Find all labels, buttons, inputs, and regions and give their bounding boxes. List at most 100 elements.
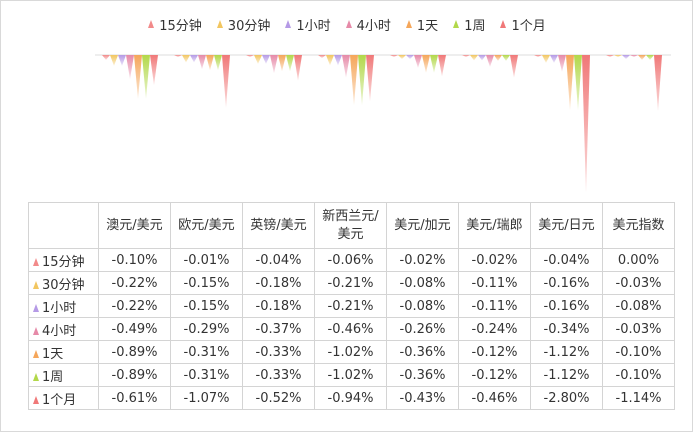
table-cell: -0.12% — [458, 340, 531, 364]
bar-spike[interactable] — [222, 55, 230, 108]
bar-spike[interactable] — [214, 55, 222, 71]
bar-spike[interactable] — [358, 55, 366, 106]
bar-spike[interactable] — [126, 55, 134, 80]
row-label-text: 1周 — [42, 369, 64, 385]
bar-spike[interactable] — [246, 55, 254, 57]
bar-spike[interactable] — [406, 55, 414, 59]
row-label-text: 15分钟 — [42, 254, 85, 270]
bar-spike[interactable] — [622, 55, 630, 59]
table-cell: -0.21% — [314, 271, 387, 295]
bar-spike[interactable] — [398, 55, 406, 59]
legend-label: 1小时 — [296, 18, 331, 34]
bar-spike[interactable] — [478, 55, 486, 61]
bar-spike[interactable] — [206, 55, 214, 71]
legend-item[interactable]: 4小时 — [345, 15, 391, 34]
bar-spike[interactable] — [438, 55, 446, 77]
bar-spike[interactable] — [350, 55, 358, 106]
legend-marker-icon — [285, 20, 292, 28]
bar-spike[interactable] — [134, 55, 142, 99]
bar-spike[interactable] — [262, 55, 270, 64]
bar-spike[interactable] — [342, 55, 350, 78]
bar-spike[interactable] — [318, 55, 326, 58]
table-cell: -0.31% — [170, 363, 243, 387]
bar-spike[interactable] — [574, 55, 582, 111]
column-header: 美元/日元 — [530, 202, 603, 249]
table-cell: -0.43% — [386, 386, 459, 410]
bar-spike[interactable] — [566, 55, 574, 111]
bar-spike[interactable] — [502, 55, 510, 61]
bar-spike[interactable] — [494, 55, 502, 61]
column-header: 美元指数 — [602, 202, 675, 249]
bar-spike[interactable] — [270, 55, 278, 74]
row-label-text: 1个月 — [42, 392, 77, 408]
bar-spike[interactable] — [486, 55, 494, 67]
bar-spike[interactable] — [606, 55, 614, 57]
table-cell: -0.01% — [170, 248, 243, 272]
legend-label: 1个月 — [511, 18, 546, 34]
bar-spike[interactable] — [118, 55, 126, 66]
bar-spike[interactable] — [110, 55, 118, 66]
bar-spike[interactable] — [542, 55, 550, 63]
legend-item[interactable]: 30分钟 — [216, 15, 270, 34]
bar-spike[interactable] — [278, 55, 286, 72]
table-cell: -1.12% — [530, 363, 603, 387]
table-cell: -0.15% — [170, 271, 243, 295]
bar-spike[interactable] — [390, 55, 398, 57]
bar-spike[interactable] — [174, 55, 182, 57]
table-cell: -0.52% — [242, 386, 315, 410]
table-cell: -0.21% — [314, 294, 387, 318]
legend-marker-icon — [216, 20, 223, 28]
bar-spike[interactable] — [558, 55, 566, 72]
bar-spike[interactable] — [414, 55, 422, 68]
bar-spike[interactable] — [142, 55, 150, 99]
table-cell: -0.36% — [386, 363, 459, 387]
table-row: 1天 -0.89% -0.31% -0.33% -1.02% -0.36% -0.12% -1… — [28, 340, 675, 364]
column-header: 新西兰元/美元 — [314, 202, 387, 249]
bar-spike[interactable] — [430, 55, 438, 73]
legend-item[interactable]: 15分钟 — [147, 15, 202, 34]
table-cell: -0.16% — [530, 294, 603, 318]
legend-item[interactable]: 1周 — [452, 15, 485, 34]
bar-spike[interactable] — [582, 55, 590, 193]
table-cell: -0.03% — [602, 317, 675, 341]
table-row: 1小时 -0.22% -0.15% -0.18% -0.21% -0.08% -0.11% -… — [28, 294, 675, 318]
legend-item[interactable]: 1天 — [405, 15, 438, 34]
bar-spike[interactable] — [550, 55, 558, 63]
bar-spike[interactable] — [182, 55, 190, 63]
table-cell: -1.02% — [314, 363, 387, 387]
bar-spike[interactable] — [614, 55, 622, 57]
row-label-text: 1天 — [42, 346, 64, 362]
bar-spike[interactable] — [630, 55, 638, 57]
bar-spike[interactable] — [286, 55, 294, 72]
legend: 15分钟 30分钟 1小时 4小时 1天 1周 1个月 — [0, 14, 693, 34]
bar-spike[interactable] — [294, 55, 302, 81]
series-marker-icon — [33, 396, 39, 404]
table-cell: -0.08% — [386, 271, 459, 295]
bar-spike[interactable] — [366, 55, 374, 102]
bar-spike[interactable] — [510, 55, 518, 78]
bar-spike[interactable] — [422, 55, 430, 73]
bar-spike[interactable] — [646, 55, 654, 60]
bar-spike[interactable] — [254, 55, 262, 64]
bar-spike[interactable] — [462, 55, 470, 57]
legend-marker-icon — [500, 20, 507, 28]
bar-spike[interactable] — [102, 55, 110, 60]
legend-item[interactable]: 1小时 — [284, 15, 331, 34]
bar-spike[interactable] — [534, 55, 542, 57]
bar-spike[interactable] — [190, 55, 198, 63]
bar-spike[interactable] — [198, 55, 206, 70]
table-cell: -0.15% — [170, 294, 243, 318]
legend-marker-icon — [453, 20, 460, 28]
legend-item[interactable]: 1个月 — [499, 15, 546, 34]
row-label-text: 1小时 — [42, 300, 77, 316]
bar-spike[interactable] — [150, 55, 158, 86]
bar-spike[interactable] — [638, 55, 646, 60]
bar-spike[interactable] — [654, 55, 662, 112]
legend-marker-icon — [405, 20, 412, 28]
table-cell: -0.49% — [98, 317, 171, 341]
table-cell: -0.34% — [530, 317, 603, 341]
table-cell: -0.46% — [458, 386, 531, 410]
bar-spike[interactable] — [334, 55, 342, 66]
bar-spike[interactable] — [470, 55, 478, 61]
bar-spike[interactable] — [326, 55, 334, 66]
